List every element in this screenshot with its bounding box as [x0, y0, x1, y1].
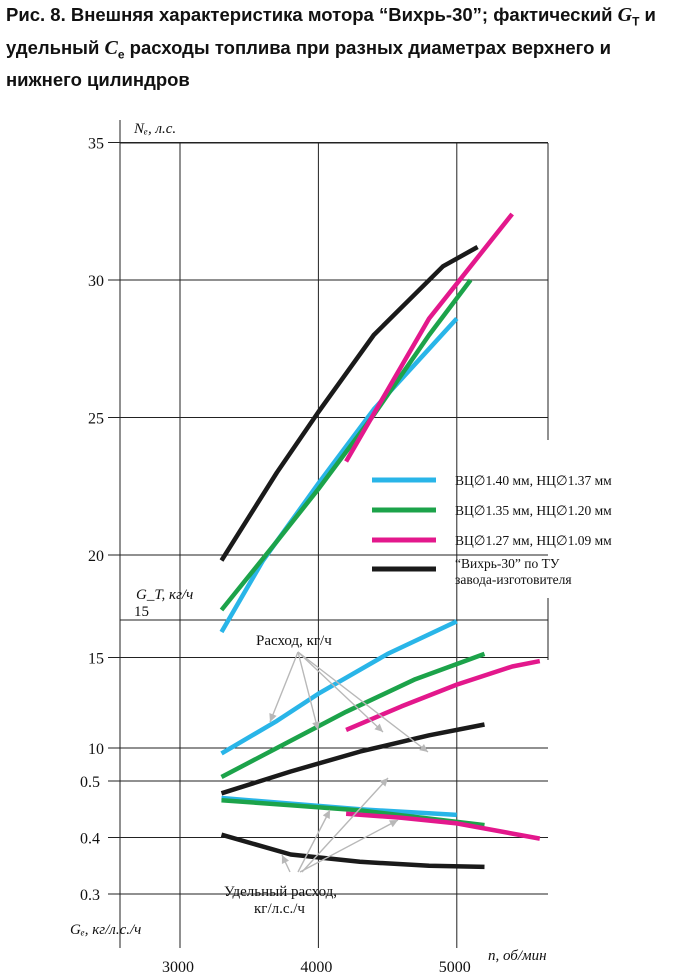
arrow-consumption-magenta-head: [374, 723, 383, 732]
power-tick-label: 30: [88, 273, 104, 290]
arrow-specific-magenta: [299, 819, 399, 873]
figure-caption: Рис. 8. Внешняя характеристика мотора “В…: [6, 2, 682, 93]
specific-tick-label: 0.5: [80, 774, 100, 791]
series-1-power-line: [219, 316, 459, 634]
legend-label-1: ВЦ∅1.40 мм, НЦ∅1.37 мм: [455, 473, 612, 488]
legend: ВЦ∅1.40 мм, НЦ∅1.37 мм ВЦ∅1.35 мм, НЦ∅1.2…: [372, 473, 612, 587]
tick-labels: 3000 4000 5000 20 25 30 35 10 15 0.3 0.4 0.5: [80, 136, 471, 977]
annotation-specific-line-1: Удельный расход,: [224, 884, 337, 900]
power-axis-label: Nₑ, л.с.: [133, 121, 176, 137]
arrow-consumption-green-head: [312, 721, 320, 730]
series-2-power-line: [219, 278, 473, 612]
power-tick-label: 35: [88, 136, 104, 153]
arrow-consumption-blue-head: [269, 713, 277, 722]
series-3-specific-line: [345, 811, 541, 841]
legend-label-3: ВЦ∅1.27 мм, НЦ∅1.09 мм: [455, 533, 612, 548]
series-1-specific-line: [221, 795, 457, 818]
x-axis-label: n, об/мин: [488, 948, 547, 964]
grid: [108, 120, 549, 948]
arrow-consumption-black: [297, 651, 429, 753]
x-tick-label: 5000: [439, 959, 471, 976]
x-tick-label: 4000: [300, 959, 332, 976]
caption-part-3: расходы топлива при разных диаметрах вер…: [6, 36, 611, 91]
arrow-specific-green: [297, 809, 331, 873]
series-3-power-line: [344, 212, 514, 463]
annotation-arrows: [269, 651, 429, 873]
arrow-specific-green-head: [322, 810, 330, 819]
power-tick-label: 25: [88, 411, 104, 428]
caption-c-subscript: e: [117, 47, 125, 62]
arrow-specific-blue: [301, 777, 389, 873]
hourly-tick-label: 15: [88, 651, 104, 668]
arrow-specific-magenta-head: [389, 820, 398, 828]
caption-c-symbol: C: [104, 36, 118, 59]
x-tick-label: 3000: [162, 959, 194, 976]
caption-g-symbol: G: [617, 4, 633, 26]
series-4-power-line: [219, 245, 479, 562]
legend-label-4: “Вихрь-30” по ТУ: [455, 556, 560, 571]
legend-label-4-line-2: завода-изготовителя: [455, 572, 572, 587]
series-2-hourly-line: [220, 651, 486, 779]
series-3-hourly-line: [345, 658, 541, 732]
annotation-specific-line-2: кг/л.с./ч: [254, 901, 305, 917]
axis-labels: n, об/мин Nₑ, л.с. G_T, кг/ч 15 Gₑ, кг/л…: [70, 121, 547, 964]
series-4-hourly-line: [220, 722, 485, 796]
specific-tick-label: 0.3: [80, 887, 100, 904]
hourly-axis-label: G_T, кг/ч: [136, 587, 193, 603]
arrow-consumption-magenta: [297, 651, 384, 733]
caption-part-2: и удельный: [6, 4, 656, 58]
specific-axis-label: Gₑ, кг/л.с./ч: [70, 922, 141, 938]
annotations: Расход, кг/ч Удельный расход, кг/л.с./ч: [224, 633, 337, 917]
specific-tick-label: 0.4: [80, 831, 100, 848]
series-1-hourly-line: [220, 619, 458, 756]
arrow-consumption-black-head: [419, 743, 428, 752]
power-tick-label: 20: [88, 548, 104, 565]
caption-part-1: Рис. 8. Внешняя характеристика мотора “В…: [6, 4, 618, 25]
legend-label-2: ВЦ∅1.35 мм, НЦ∅1.20 мм: [455, 503, 612, 518]
hourly-tick-label: 10: [88, 741, 104, 758]
hourly-axis-top-tick: 15: [134, 604, 149, 620]
arrow-consumption-blue: [269, 651, 299, 723]
caption-g-subscript: T: [632, 14, 640, 29]
series-lines: [219, 212, 541, 870]
series-4-specific-line: [220, 832, 485, 870]
annotation-consumption: Расход, кг/ч: [256, 633, 332, 649]
arrow-specific-blue-head: [379, 778, 388, 787]
arrow-specific-black-head: [281, 855, 289, 864]
arrow-consumption-green: [297, 651, 319, 731]
